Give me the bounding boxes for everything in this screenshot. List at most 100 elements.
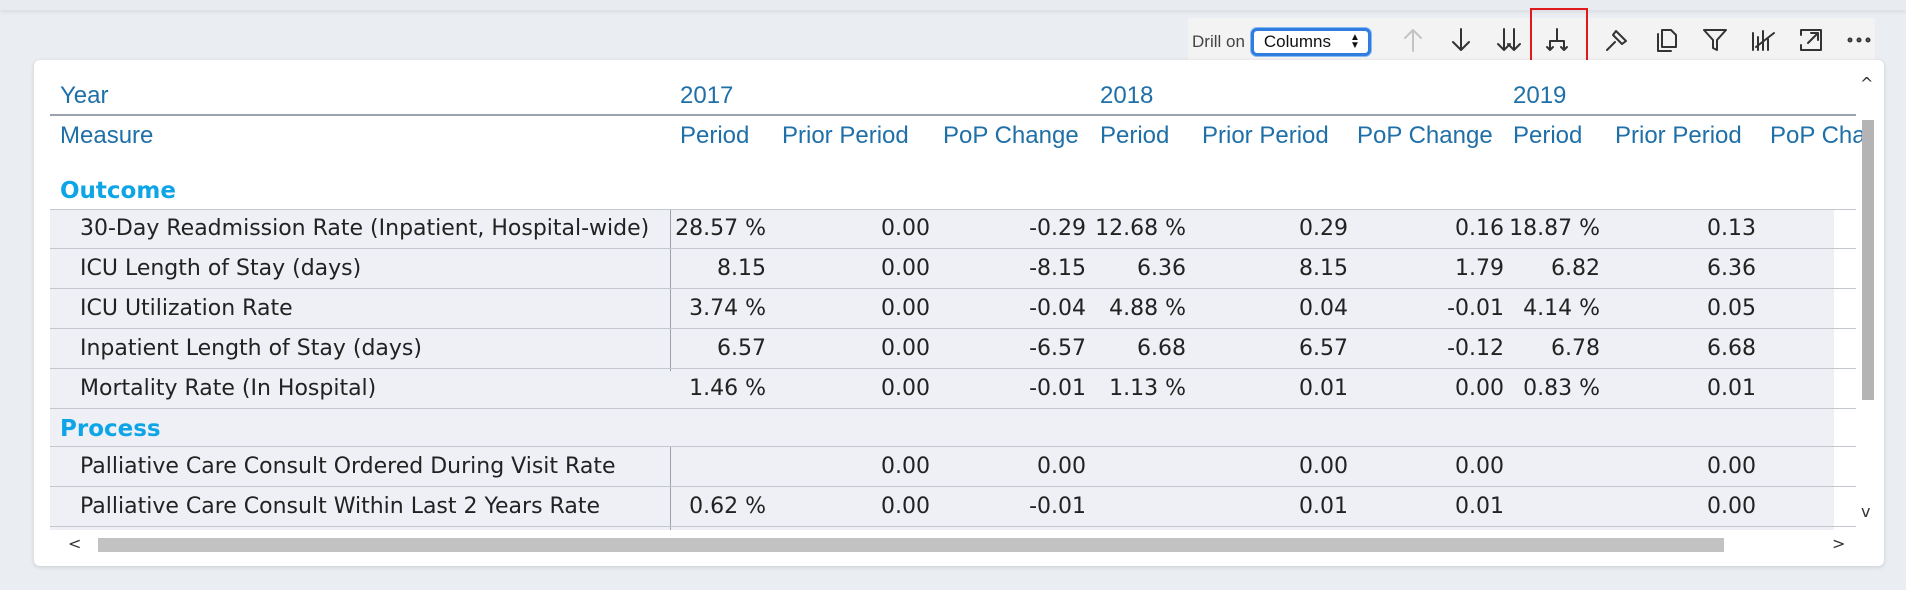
- table-cell: 6.82: [1551, 256, 1600, 281]
- col-header-period[interactable]: Period: [1100, 122, 1170, 149]
- table-cell: -0.01: [1029, 376, 1086, 401]
- more-options-button[interactable]: [1841, 22, 1877, 58]
- table-cell: 18.87 %: [1509, 216, 1600, 241]
- row-divider: [50, 446, 1856, 447]
- table-cell: 0.00: [1299, 454, 1348, 479]
- table-cell: 0.04: [1299, 296, 1348, 321]
- table-cell: 8.15: [717, 256, 766, 281]
- row-header-separator: [670, 209, 671, 371]
- scroll-left-icon[interactable]: <: [68, 534, 82, 553]
- table-cell: 6.36: [1137, 256, 1186, 281]
- year-header-2018[interactable]: 2018: [1100, 82, 1154, 109]
- next-level-button[interactable]: [1491, 22, 1527, 58]
- scroll-up-icon[interactable]: ^: [1860, 74, 1874, 93]
- row-header-label: Mortality Rate (In Hospital): [80, 376, 377, 401]
- col-header-pop-change[interactable]: PoP Cha: [1770, 122, 1866, 149]
- table-cell: 0.00: [881, 216, 930, 241]
- row-header-label: ICU Utilization Rate: [80, 296, 293, 321]
- filter-icon: [1703, 29, 1727, 51]
- table-cell: 6.68: [1137, 336, 1186, 361]
- table-cell: 0.16: [1455, 216, 1504, 241]
- row-group-outcome[interactable]: Outcome: [60, 178, 176, 204]
- vertical-scrollbar[interactable]: [1856, 78, 1876, 530]
- col-header-prior-period[interactable]: Prior Period: [1615, 122, 1742, 149]
- table-cell: 0.29: [1299, 216, 1348, 241]
- pin-icon: [1606, 30, 1627, 51]
- table-cell: 4.88 %: [1109, 296, 1186, 321]
- scroll-down-icon[interactable]: v: [1861, 502, 1871, 521]
- drill-on-value: Columns: [1263, 32, 1331, 51]
- col-header-period[interactable]: Period: [1513, 122, 1583, 149]
- row-header-label: 30-Day Readmission Rate (Inpatient, Hosp…: [80, 216, 650, 241]
- focus-chart-button[interactable]: [1745, 22, 1781, 58]
- measure-header-label: Measure: [60, 122, 154, 149]
- drill-down-button[interactable]: [1443, 22, 1479, 58]
- row-divider: [50, 526, 1856, 527]
- year-header-2017[interactable]: 2017: [680, 82, 734, 109]
- expand-all-down-button[interactable]: [1539, 22, 1575, 58]
- vertical-scroll-thumb[interactable]: [1862, 120, 1874, 400]
- row-divider: [50, 368, 1856, 369]
- table-cell: 12.68 %: [1095, 216, 1186, 241]
- col-header-period[interactable]: Period: [680, 122, 750, 149]
- col-header-prior-period[interactable]: Prior Period: [1202, 122, 1329, 149]
- drill-up-icon: [1404, 29, 1422, 52]
- table-cell: -0.12: [1447, 336, 1504, 361]
- table-cell: 0.83 %: [1523, 376, 1600, 401]
- expand-all-down-icon: [1546, 28, 1568, 51]
- next-level-icon: [1497, 28, 1521, 51]
- horizontal-scroll-thumb[interactable]: [98, 538, 1724, 552]
- page-top-edge: [0, 0, 1906, 10]
- table-cell: 0.00: [881, 494, 930, 519]
- table-cell: 0.01: [1707, 376, 1756, 401]
- col-header-pop-change[interactable]: PoP Change: [1357, 122, 1493, 149]
- drill-on-label: Drill on: [1192, 32, 1245, 51]
- drill-down-icon: [1452, 28, 1470, 51]
- copy-visual-button[interactable]: [1648, 22, 1684, 58]
- more-options-icon: [1847, 37, 1871, 43]
- select-arrows-icon: ▲ ▼: [1350, 32, 1360, 51]
- table-cell: -6.57: [1029, 336, 1086, 361]
- matrix-visual: Year 2017 2018 2019 Measure Period Prior…: [34, 60, 1884, 566]
- table-cell: -0.04: [1029, 296, 1086, 321]
- row-group-process[interactable]: Process: [60, 416, 161, 442]
- row-divider: [50, 408, 1856, 409]
- row-divider: [50, 248, 1856, 249]
- table-cell: 0.01: [1299, 494, 1348, 519]
- table-cell: 0.00: [1707, 454, 1756, 479]
- table-cell: 0.01: [1455, 494, 1504, 519]
- drill-on-select[interactable]: Columns ▲ ▼: [1250, 28, 1371, 56]
- outcome-rows-band: [50, 209, 1834, 455]
- table-cell: 4.14 %: [1523, 296, 1600, 321]
- col-header-prior-period[interactable]: Prior Period: [782, 122, 909, 149]
- copy-icon: [1657, 29, 1677, 52]
- row-divider: [50, 209, 1856, 210]
- year-header-2019[interactable]: 2019: [1513, 82, 1567, 109]
- table-cell: 0.00: [1037, 454, 1086, 479]
- drill-up-button[interactable]: [1395, 22, 1431, 58]
- scroll-right-icon[interactable]: >: [1832, 534, 1846, 553]
- table-cell: 0.00: [1455, 454, 1504, 479]
- table-cell: 0.00: [881, 336, 930, 361]
- year-header-label: Year: [60, 82, 109, 109]
- table-cell: -0.01: [1029, 494, 1086, 519]
- row-header-label: Palliative Care Consult Ordered During V…: [80, 454, 616, 479]
- row-divider: [50, 486, 1856, 487]
- table-cell: 6.68: [1707, 336, 1756, 361]
- pin-visual-button[interactable]: [1599, 22, 1635, 58]
- filter-button[interactable]: [1697, 22, 1733, 58]
- row-divider: [50, 288, 1856, 289]
- table-cell: 0.00: [881, 256, 930, 281]
- table-cell: -0.29: [1029, 216, 1086, 241]
- table-cell: 0.00: [881, 454, 930, 479]
- process-rows-band: [50, 446, 1834, 530]
- table-cell: 0.05: [1707, 296, 1756, 321]
- table-cell: 1.13 %: [1109, 376, 1186, 401]
- focus-mode-button[interactable]: [1793, 22, 1829, 58]
- row-header-label: Palliative Care Consult Within Last 2 Ye…: [80, 494, 600, 519]
- table-cell: 6.36: [1707, 256, 1756, 281]
- row-header-label: Inpatient Length of Stay (days): [80, 336, 422, 361]
- col-header-pop-change[interactable]: PoP Change: [943, 122, 1079, 149]
- row-divider: [50, 328, 1856, 329]
- table-cell: 0.62 %: [689, 494, 766, 519]
